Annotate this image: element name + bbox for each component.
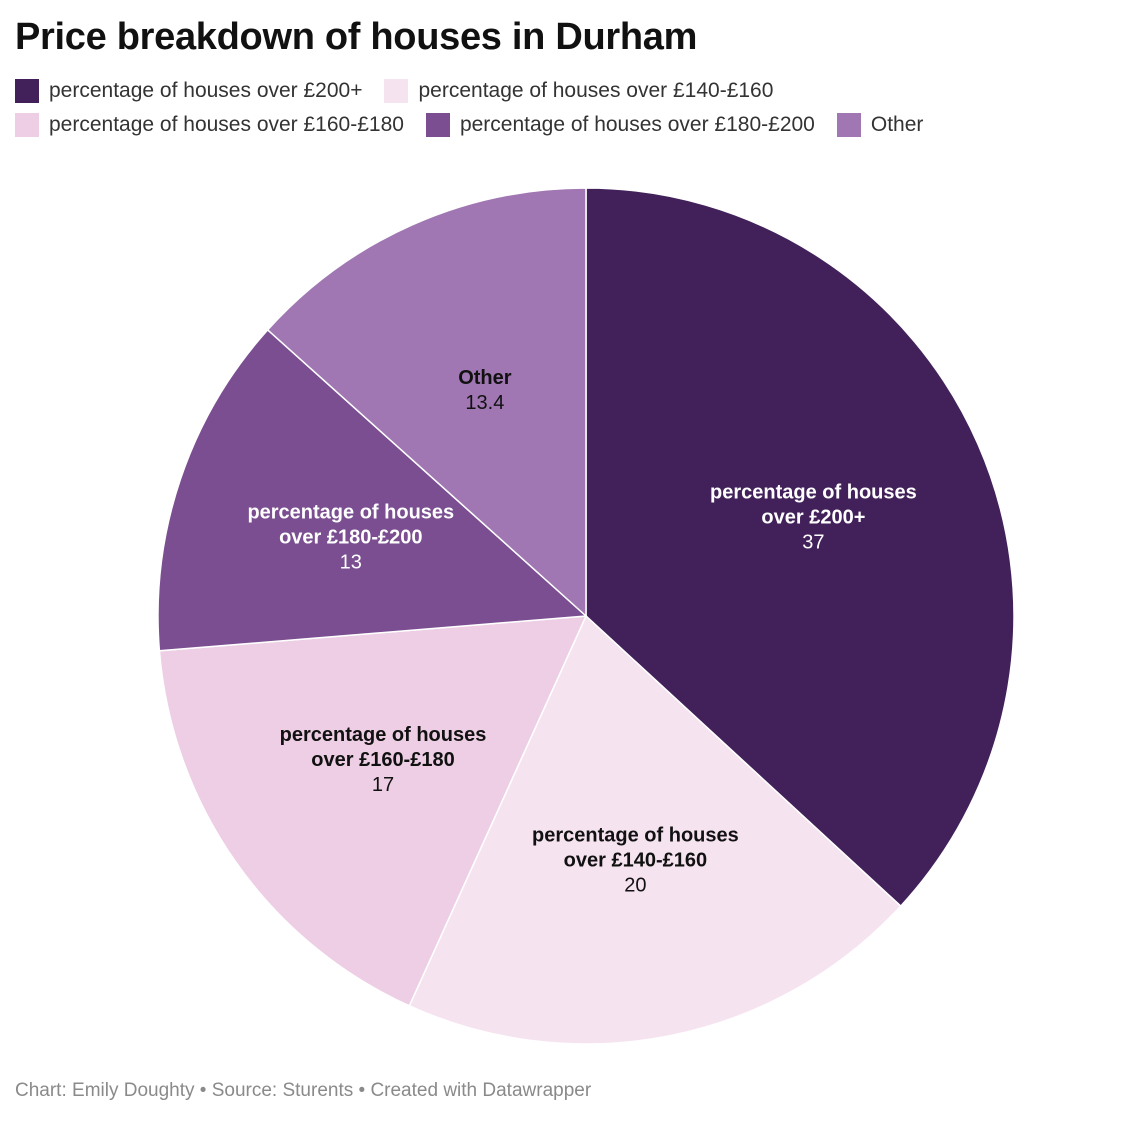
- pie-slice-percentage-of-houses-over-140-160: [408, 614, 902, 1045]
- legend-swatch: [15, 79, 39, 103]
- legend-swatch: [384, 79, 409, 103]
- legend: percentage of houses over £200+ percenta…: [15, 78, 1015, 138]
- chart-title: Price breakdown of houses in Durham: [15, 16, 698, 58]
- slice-label-percentage-of-houses-over-160-180: percentage of houses over £160-£180 17: [280, 724, 487, 796]
- slice-value-label: 17: [372, 774, 394, 796]
- legend-label: percentage of houses over £180-£200: [459, 113, 815, 136]
- legend-label: Other: [870, 113, 924, 136]
- slice-label-name-line: percentage of houses: [532, 824, 739, 846]
- slice-label-name-line: Other: [458, 367, 512, 389]
- legend-swatch: [836, 113, 861, 137]
- legend-item-other: Other: [836, 112, 924, 138]
- legend-label: percentage of houses over £140-£160: [418, 79, 774, 102]
- legend-item-140-160: percentage of houses over £140-£160: [384, 78, 773, 104]
- legend-item-200-plus: percentage of houses over £200+: [15, 78, 362, 104]
- slice-label-name-line: over £160-£180: [311, 749, 454, 771]
- legend-label: percentage of houses over £160-£180: [49, 113, 404, 136]
- slice-label-other: Other 13.4: [458, 367, 512, 414]
- slice-value-label: 13: [340, 552, 362, 574]
- slice-label-name-line: percentage of houses: [280, 724, 487, 746]
- slice-label-percentage-of-houses-over-180-200: percentage of houses over £180-£200 13: [247, 502, 454, 574]
- legend-label: percentage of houses over £200+: [49, 79, 363, 102]
- pie-slice-other: [266, 187, 587, 618]
- slice-label-name-line: over £140-£160: [564, 849, 707, 871]
- slice-value-label: 13.4: [465, 392, 504, 414]
- slice-label-name-line: over £180-£200: [279, 527, 422, 549]
- legend-swatch: [15, 113, 39, 137]
- pie-slice-percentage-of-houses-over-200: [585, 187, 1015, 908]
- pie-slice-percentage-of-houses-over-160-180: [158, 615, 588, 1007]
- slice-label-name-line: over £200+: [761, 506, 865, 528]
- legend-item-160-180: percentage of houses over £160-£180: [15, 112, 404, 138]
- slice-label-name-line: percentage of houses: [247, 502, 454, 524]
- slice-value-label: 37: [802, 531, 824, 553]
- legend-item-180-200: percentage of houses over £180-£200: [425, 112, 815, 138]
- slice-label-percentage-of-houses-over-200: percentage of houses over £200+ 37: [710, 481, 917, 553]
- slice-label-percentage-of-houses-over-140-160: percentage of houses over £140-£160 20: [532, 824, 739, 896]
- slice-label-name-line: percentage of houses: [710, 481, 917, 503]
- slice-value-label: 20: [624, 874, 646, 896]
- pie-slice-percentage-of-houses-over-180-200: [157, 328, 588, 652]
- legend-swatch: [425, 113, 450, 137]
- chart-footer: Chart: Emily Doughty • Source: Sturents …: [15, 1080, 592, 1101]
